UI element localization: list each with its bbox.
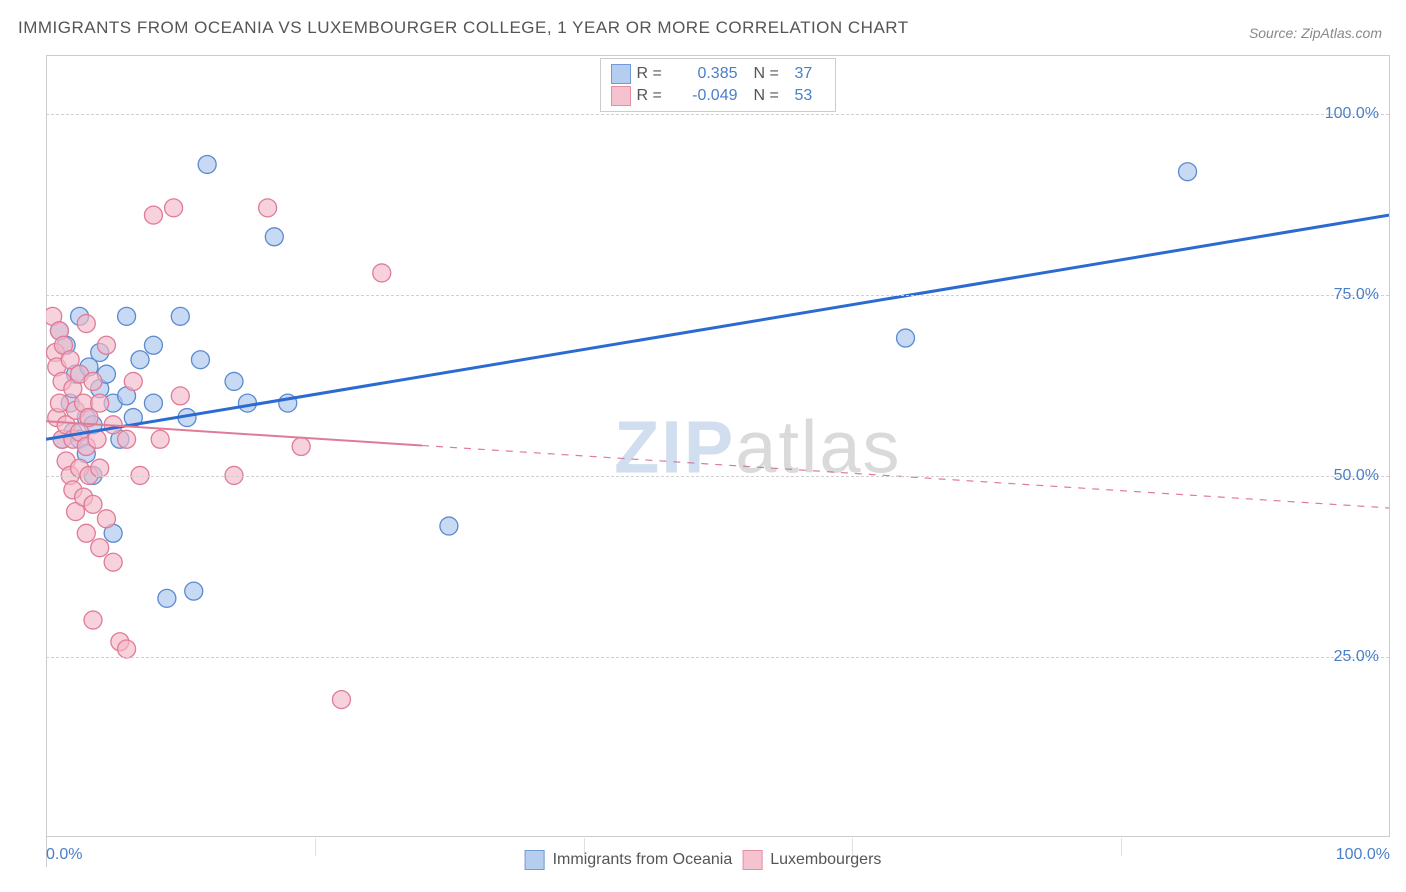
scatter-point-oceania	[1179, 163, 1197, 181]
scatter-point-oceania	[118, 307, 136, 325]
scatter-point-luxembourgers	[104, 553, 122, 571]
r-label: R =	[637, 65, 672, 83]
scatter-point-luxembourgers	[144, 206, 162, 224]
scatter-point-luxembourgers	[118, 430, 136, 448]
legend-bottom-label: Immigrants from Oceania	[553, 851, 733, 869]
scatter-point-luxembourgers	[84, 495, 102, 513]
scatter-point-oceania	[131, 351, 149, 369]
x-tick-label: 100.0%	[1336, 846, 1390, 864]
r-label: R =	[637, 87, 672, 105]
legend-bottom-label: Luxembourgers	[770, 851, 881, 869]
scatter-point-luxembourgers	[84, 611, 102, 629]
scatter-point-luxembourgers	[77, 315, 95, 333]
scatter-point-oceania	[158, 589, 176, 607]
chart-svg	[46, 56, 1389, 837]
scatter-point-oceania	[144, 394, 162, 412]
r-value: -0.049	[678, 87, 738, 105]
scatter-point-oceania	[440, 517, 458, 535]
n-label: N =	[754, 87, 789, 105]
legend-bottom-item-oceania: Immigrants from Oceania	[525, 850, 733, 870]
n-value: 53	[795, 87, 825, 105]
grid-line-horizontal	[46, 657, 1389, 658]
legend-swatch-icon	[525, 850, 545, 870]
scatter-point-oceania	[198, 155, 216, 173]
scatter-point-luxembourgers	[171, 387, 189, 405]
legend-bottom: Immigrants from Oceania Luxembourgers	[525, 850, 882, 870]
n-label: N =	[754, 65, 789, 83]
y-tick-label: 75.0%	[1334, 286, 1379, 304]
scatter-point-luxembourgers	[91, 459, 109, 477]
scatter-point-luxembourgers	[292, 438, 310, 456]
n-value: 37	[795, 65, 825, 83]
scatter-point-oceania	[191, 351, 209, 369]
grid-line-horizontal	[46, 114, 1389, 115]
scatter-point-luxembourgers	[165, 199, 183, 217]
legend-swatch-icon	[611, 64, 631, 84]
y-tick-label: 100.0%	[1325, 105, 1379, 123]
scatter-point-oceania	[171, 307, 189, 325]
scatter-point-oceania	[265, 228, 283, 246]
scatter-point-luxembourgers	[77, 524, 95, 542]
chart-title: IMMIGRANTS FROM OCEANIA VS LUXEMBOURGER …	[18, 18, 909, 38]
scatter-point-luxembourgers	[151, 430, 169, 448]
legend-swatch-icon	[742, 850, 762, 870]
grid-line-horizontal	[46, 295, 1389, 296]
x-tick-label: 0.0%	[46, 846, 82, 864]
x-tick	[1121, 838, 1122, 856]
scatter-point-luxembourgers	[118, 640, 136, 658]
scatter-point-oceania	[897, 329, 915, 347]
legend-correlation-row-luxembourgers: R = -0.049 N = 53	[611, 85, 825, 107]
scatter-point-luxembourgers	[259, 199, 277, 217]
chart-plot-area: R =0.385N =37R =-0.049N =53 ZIPatlas 25.…	[46, 55, 1390, 837]
scatter-point-oceania	[225, 372, 243, 390]
legend-correlation-box: R = 0.385 N = 37 R = -0.049 N = 53	[600, 58, 836, 112]
regression-line-oceania	[46, 215, 1389, 439]
scatter-point-luxembourgers	[124, 372, 142, 390]
scatter-point-oceania	[144, 336, 162, 354]
x-tick	[315, 838, 316, 856]
grid-line-horizontal	[46, 476, 1389, 477]
legend-swatch-icon	[611, 86, 631, 106]
y-tick-label: 25.0%	[1334, 648, 1379, 666]
legend-bottom-item-luxembourgers: Luxembourgers	[742, 850, 881, 870]
scatter-point-luxembourgers	[50, 394, 68, 412]
scatter-point-luxembourgers	[97, 510, 115, 528]
scatter-point-luxembourgers	[373, 264, 391, 282]
scatter-point-luxembourgers	[91, 539, 109, 557]
scatter-point-oceania	[185, 582, 203, 600]
scatter-point-luxembourgers	[97, 336, 115, 354]
r-value: 0.385	[678, 65, 738, 83]
source-label: Source: ZipAtlas.com	[1249, 25, 1382, 41]
scatter-point-luxembourgers	[84, 372, 102, 390]
scatter-point-luxembourgers	[91, 394, 109, 412]
y-tick-label: 50.0%	[1334, 467, 1379, 485]
legend-correlation-row-oceania: R = 0.385 N = 37	[611, 63, 825, 85]
scatter-point-luxembourgers	[332, 691, 350, 709]
